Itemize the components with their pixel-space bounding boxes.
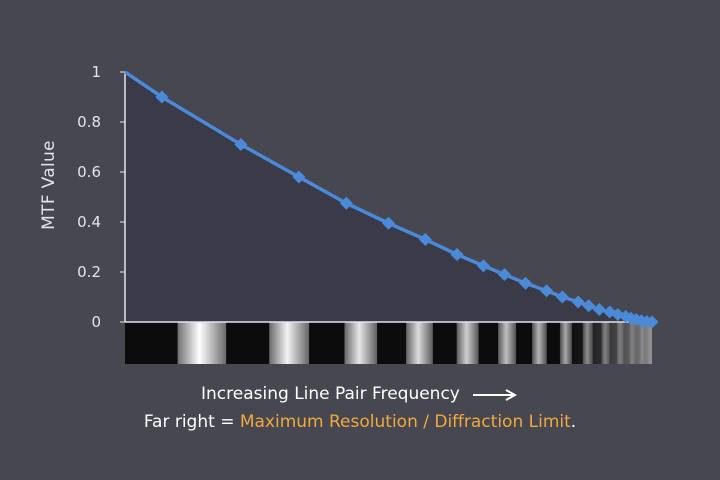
data-point [555,290,569,304]
line-pair-pattern [125,322,652,364]
y-axis-label: MTF Value [39,140,59,230]
caption: Far right = Maximum Resolution / Diffrac… [0,412,720,432]
area-under-curve [125,72,652,322]
pattern-bright-stripe [406,322,433,364]
pattern-bright-stripe [177,322,227,364]
data-point [418,233,432,246]
series-markers [155,90,659,329]
y-tick-label: 0.6 [77,163,101,181]
x-axis-label: Increasing Line Pair Frequency [201,384,460,404]
pattern-bright-stripe [532,322,547,364]
data-point [476,259,490,273]
y-tick-label: 0.2 [77,263,101,281]
y-tick-labels: 0 0.2 0.4 0.6 0.8 1 [77,63,101,331]
pattern-bright-stripe [344,322,378,364]
right-arrow-icon [472,388,518,401]
x-axis-label-row: Increasing Line Pair Frequency [0,384,720,404]
data-point [339,196,353,210]
data-point [582,299,596,313]
data-point [497,268,511,281]
caption-highlight: Maximum Resolution / Diffraction Limit [239,412,571,432]
data-point [519,276,533,290]
data-point [571,295,585,309]
pattern-bright-stripe [456,322,479,364]
y-tick-label: 0 [91,313,101,331]
data-point [292,170,306,184]
data-point [592,303,606,316]
data-point [382,216,395,230]
y-tick-label: 1 [91,63,101,81]
pattern-bright-stripe [498,322,517,364]
data-point [540,284,554,298]
chart-axes [120,71,652,323]
data-point [155,90,169,104]
y-tick-label: 0.8 [77,113,101,131]
y-tick-label: 0.4 [77,213,101,231]
data-point [234,138,248,151]
caption-suffix: . [570,412,577,432]
data-point [450,248,464,261]
pattern-bright-stripe [269,322,310,364]
data-point [645,315,659,329]
caption-prefix: Far right = [143,412,240,432]
y-axis-label-wrap: MTF Value [14,110,84,260]
pattern-blur-region [567,322,652,364]
